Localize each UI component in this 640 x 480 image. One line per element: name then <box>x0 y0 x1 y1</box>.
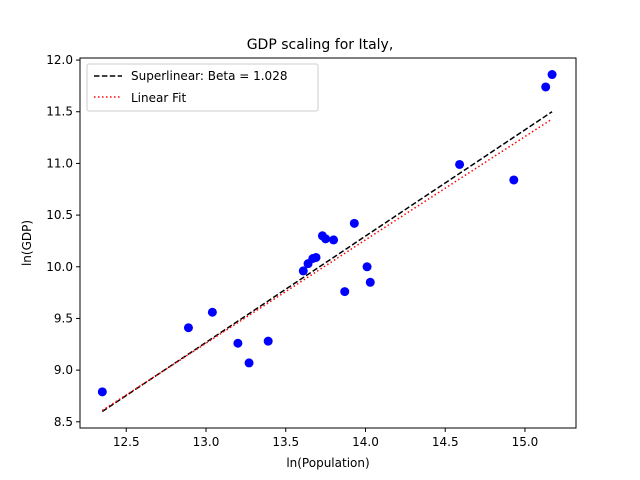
data-point <box>509 175 519 185</box>
y-axis: 8.5 9.0 9.5 10.0 10.5 11.0 11.5 12.0 <box>46 53 80 429</box>
data-point <box>207 307 217 317</box>
legend-label-linear-fit: Linear Fit <box>131 91 186 105</box>
chart-title: GDP scaling for Italy, <box>247 37 394 53</box>
data-point <box>183 323 193 333</box>
data-point <box>349 218 359 228</box>
data-point <box>340 287 350 297</box>
points-layer <box>97 70 557 397</box>
data-point <box>298 266 308 276</box>
x-tick-label: 13.5 <box>272 435 299 449</box>
y-tick-label: 10.5 <box>46 208 73 222</box>
plot-area <box>79 57 577 429</box>
data-point <box>321 234 331 244</box>
data-point <box>455 159 465 169</box>
x-tick-label: 12.5 <box>113 435 140 449</box>
linear-fit-line <box>101 118 553 412</box>
x-tick-label: 14.0 <box>352 435 379 449</box>
superlinear-line <box>101 111 553 413</box>
y-tick-label: 11.0 <box>46 156 73 170</box>
x-tick-label: 14.5 <box>432 435 459 449</box>
x-tick-label: 15.0 <box>512 435 539 449</box>
legend-label-superlinear: Superlinear: Beta = 1.028 <box>131 69 287 83</box>
data-point <box>233 338 243 348</box>
data-point <box>541 82 551 92</box>
x-tick-label: 13.0 <box>193 435 220 449</box>
y-tick-label: 11.5 <box>46 105 73 119</box>
y-tick-label: 8.5 <box>54 415 73 429</box>
data-point <box>263 336 273 346</box>
y-tick-label: 12.0 <box>46 53 73 67</box>
axes-frame <box>79 57 577 429</box>
x-axis: 12.5 13.0 13.5 14.0 14.5 15.0 <box>113 428 538 449</box>
legend: Superlinear: Beta = 1.028 Linear Fit <box>86 63 319 112</box>
y-tick-label: 9.5 <box>54 311 73 325</box>
legend-box <box>86 63 319 112</box>
data-point <box>311 252 321 262</box>
data-point <box>329 235 339 245</box>
axes-background <box>80 58 576 428</box>
data-point <box>97 387 107 397</box>
y-tick-label: 9.0 <box>54 363 73 377</box>
data-point <box>244 358 254 368</box>
x-axis-label: ln(Population) <box>286 456 369 470</box>
data-point <box>547 70 557 80</box>
y-axis-label: ln(GDP) <box>20 220 34 266</box>
data-point <box>365 277 375 287</box>
series-layer <box>101 111 553 413</box>
y-tick-label: 10.0 <box>46 260 73 274</box>
data-point <box>362 262 372 272</box>
